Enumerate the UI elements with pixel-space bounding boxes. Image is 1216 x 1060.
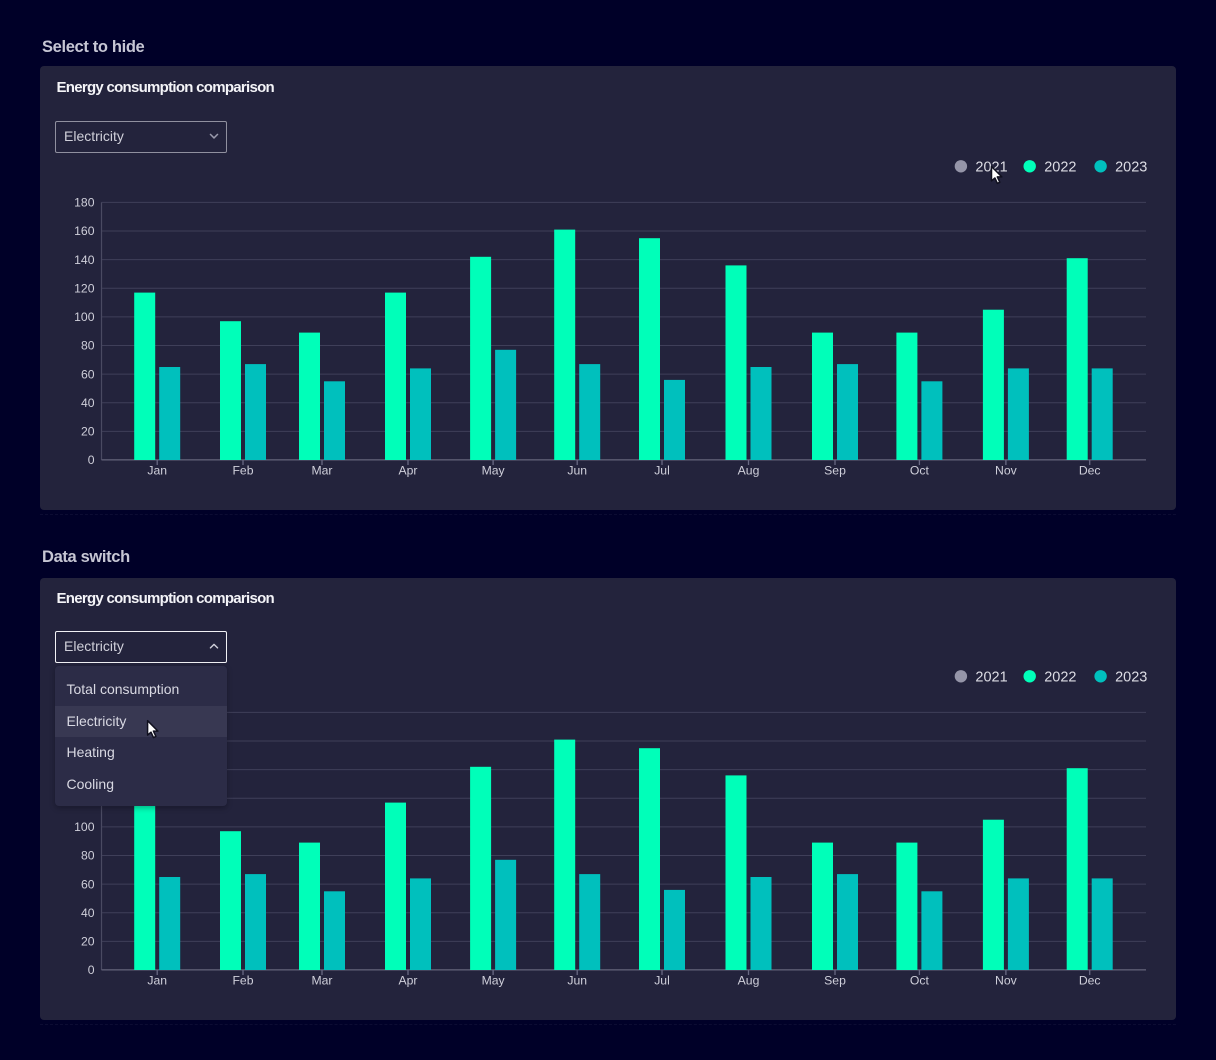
svg-text:60: 60 xyxy=(81,877,95,891)
svg-text:Dec: Dec xyxy=(1079,464,1101,478)
svg-text:Aug: Aug xyxy=(738,974,760,988)
svg-text:Sep: Sep xyxy=(824,974,846,988)
svg-text:Oct: Oct xyxy=(910,974,930,988)
svg-text:Jun: Jun xyxy=(567,464,587,478)
svg-text:Aug: Aug xyxy=(738,464,760,478)
svg-text:May: May xyxy=(482,464,506,478)
svg-text:0: 0 xyxy=(88,453,95,467)
svg-text:Jun: Jun xyxy=(567,974,587,988)
svg-text:180: 180 xyxy=(74,196,95,210)
svg-text:80: 80 xyxy=(81,339,95,353)
svg-text:Feb: Feb xyxy=(232,464,253,478)
svg-text:60: 60 xyxy=(81,367,95,381)
svg-text:20: 20 xyxy=(81,425,95,439)
svg-text:Nov: Nov xyxy=(995,974,1018,988)
svg-text:100: 100 xyxy=(74,820,95,834)
svg-text:120: 120 xyxy=(74,282,95,296)
svg-text:Apr: Apr xyxy=(399,974,418,988)
svg-text:40: 40 xyxy=(81,906,95,920)
svg-text:0: 0 xyxy=(88,963,95,977)
svg-text:Dec: Dec xyxy=(1079,974,1101,988)
svg-text:Nov: Nov xyxy=(995,464,1018,478)
svg-text:2022: 2022 xyxy=(1044,669,1076,685)
svg-text:2021: 2021 xyxy=(975,669,1007,685)
svg-text:80: 80 xyxy=(81,849,95,863)
svg-text:May: May xyxy=(482,974,506,988)
svg-text:2022: 2022 xyxy=(1044,159,1076,175)
svg-text:Jan: Jan xyxy=(147,464,167,478)
svg-text:Mar: Mar xyxy=(312,464,333,478)
svg-text:2023: 2023 xyxy=(1115,159,1147,175)
svg-text:Sep: Sep xyxy=(824,464,846,478)
svg-text:20: 20 xyxy=(81,935,95,949)
svg-text:Mar: Mar xyxy=(312,974,333,988)
svg-text:Jul: Jul xyxy=(654,464,670,478)
svg-text:Oct: Oct xyxy=(910,464,930,478)
svg-text:Jul: Jul xyxy=(654,974,670,988)
svg-text:40: 40 xyxy=(81,396,95,410)
svg-text:100: 100 xyxy=(74,310,95,324)
svg-text:Apr: Apr xyxy=(399,464,418,478)
svg-text:Jan: Jan xyxy=(147,974,167,988)
svg-text:2023: 2023 xyxy=(1115,669,1147,685)
svg-text:Feb: Feb xyxy=(232,974,253,988)
svg-text:140: 140 xyxy=(74,253,95,267)
svg-text:160: 160 xyxy=(74,224,95,238)
